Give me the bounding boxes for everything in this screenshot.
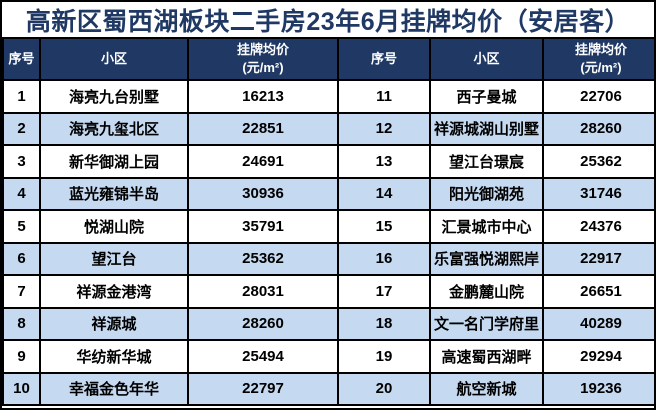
community-cell: 祥源城: [39, 306, 189, 341]
price-cell: 35791: [187, 209, 339, 244]
header-community-left: 小区: [39, 37, 189, 81]
header-price-right: 挂牌均价 (元/m²): [542, 37, 654, 81]
price-cell: 22851: [187, 111, 339, 146]
price-cell: 22706: [542, 79, 654, 114]
index-cell: 18: [337, 306, 431, 341]
header-price-unit: (元/m²): [580, 60, 622, 75]
index-cell: 14: [337, 176, 431, 211]
price-cell: 31746: [542, 176, 654, 211]
community-cell: 华纺新华城: [39, 339, 189, 374]
community-cell: 幸福金色年华: [39, 371, 189, 406]
community-cell: 乐富强悦湖熙岸: [429, 241, 544, 276]
price-cell: 40289: [542, 306, 654, 341]
table-row: 7 祥源金港湾 28031 17 金鹏麓山院 26651: [2, 274, 654, 309]
index-cell: 3: [2, 144, 41, 179]
community-cell: 祥源城湖山别墅: [429, 111, 544, 146]
price-cell: 25494: [187, 339, 339, 374]
price-cell: 16213: [187, 79, 339, 114]
table-row: 6 望江台 25362 16 乐富强悦湖熙岸 22917: [2, 241, 654, 276]
price-cell: 28031: [187, 274, 339, 309]
price-table: 序号 小区 挂牌均价 (元/m²) 序号 小区 挂牌均价 (元/m²) 1 海亮…: [2, 37, 654, 406]
index-cell: 15: [337, 209, 431, 244]
price-cell: 26651: [542, 274, 654, 309]
price-cell: 30936: [187, 176, 339, 211]
price-cell: 28260: [542, 111, 654, 146]
index-cell: 12: [337, 111, 431, 146]
header-index-right: 序号: [337, 37, 431, 81]
price-cell: 25362: [187, 241, 339, 276]
table-row: 2 海亮九玺北区 22851 12 祥源城湖山别墅 28260: [2, 111, 654, 146]
price-cell: 19236: [542, 371, 654, 406]
index-cell: 17: [337, 274, 431, 309]
header-community-right: 小区: [429, 37, 544, 81]
community-cell: 望江台: [39, 241, 189, 276]
community-cell: 汇景城市中心: [429, 209, 544, 244]
index-cell: 5: [2, 209, 41, 244]
community-cell: 文一名门学府里: [429, 306, 544, 341]
index-cell: 16: [337, 241, 431, 276]
index-cell: 10: [2, 371, 41, 406]
table-row: 4 蓝光雍锦半岛 30936 14 阳光御湖苑 31746: [2, 176, 654, 211]
price-cell: 22917: [542, 241, 654, 276]
community-cell: 海亮九台别墅: [39, 79, 189, 114]
table-row: 3 新华御湖上园 24691 13 望江台璟宸 25362: [2, 144, 654, 179]
index-cell: 19: [337, 339, 431, 374]
table-row: 1 海亮九台别墅 16213 11 西子曼城 22706: [2, 79, 654, 114]
header-price-label: 挂牌均价: [574, 42, 627, 58]
index-cell: 8: [2, 306, 41, 341]
header-price-unit: (元/m²): [242, 60, 284, 75]
community-cell: 蓝光雍锦半岛: [39, 176, 189, 211]
index-cell: 4: [2, 176, 41, 211]
price-cell: 28260: [187, 306, 339, 341]
index-cell: 6: [2, 241, 41, 276]
header-price-label: 挂牌均价: [236, 42, 289, 58]
price-cell: 22797: [187, 371, 339, 406]
price-cell: 25362: [542, 144, 654, 179]
header-index-left: 序号: [2, 37, 41, 81]
header-row: 序号 小区 挂牌均价 (元/m²) 序号 小区 挂牌均价 (元/m²): [2, 37, 654, 81]
community-cell: 西子曼城: [429, 79, 544, 114]
community-cell: 金鹏麓山院: [429, 274, 544, 309]
header-price-left: 挂牌均价 (元/m²): [187, 37, 339, 81]
index-cell: 1: [2, 79, 41, 114]
index-cell: 9: [2, 339, 41, 374]
page-title: 高新区蜀西湖板块二手房23年6月挂牌均价（安居客）: [25, 7, 631, 36]
table-row: 9 华纺新华城 25494 19 高速蜀西湖畔 29294: [2, 339, 654, 374]
index-cell: 2: [2, 111, 41, 146]
community-cell: 祥源金港湾: [39, 274, 189, 309]
community-cell: 海亮九玺北区: [39, 111, 189, 146]
index-cell: 20: [337, 371, 431, 406]
price-cell: 29294: [542, 339, 654, 374]
community-cell: 望江台璟宸: [429, 144, 544, 179]
community-cell: 悦湖山院: [39, 209, 189, 244]
price-cell: 24376: [542, 209, 654, 244]
index-cell: 13: [337, 144, 431, 179]
index-cell: 11: [337, 79, 431, 114]
index-cell: 7: [2, 274, 41, 309]
table-row: 8 祥源城 28260 18 文一名门学府里 40289: [2, 306, 654, 341]
community-cell: 新华御湖上园: [39, 144, 189, 179]
community-cell: 高速蜀西湖畔: [429, 339, 544, 374]
community-cell: 阳光御湖苑: [429, 176, 544, 211]
table-row: 5 悦湖山院 35791 15 汇景城市中心 24376: [2, 209, 654, 244]
community-cell: 航空新城: [429, 371, 544, 406]
table-row: 10 幸福金色年华 22797 20 航空新城 19236: [2, 371, 654, 406]
price-cell: 24691: [187, 144, 339, 179]
